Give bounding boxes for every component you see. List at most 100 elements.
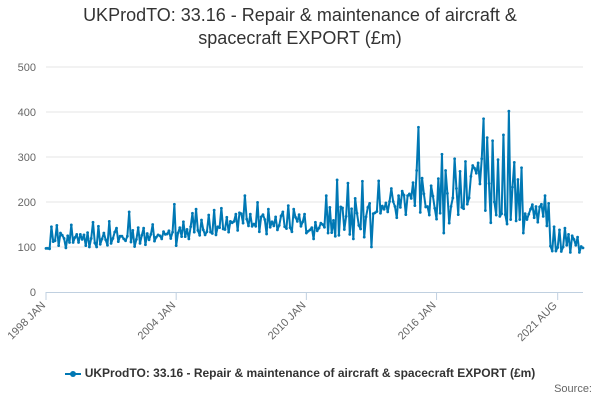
data-point [104, 238, 108, 242]
data-point [182, 220, 185, 224]
data-point [456, 213, 460, 217]
chart-title-line-2: spacecraft EXPORT (£m) [198, 28, 402, 48]
data-point [66, 234, 70, 238]
data-point [559, 250, 563, 253]
data-point [174, 244, 178, 248]
data-point [314, 220, 317, 224]
data-point [567, 233, 570, 236]
data-point [162, 230, 165, 234]
data-point [127, 210, 131, 214]
data-point [348, 233, 352, 236]
data-point [86, 231, 89, 235]
data-point [471, 164, 475, 167]
data-point [100, 237, 104, 241]
data-point [444, 169, 447, 172]
data-point [556, 246, 560, 249]
data-point [234, 212, 238, 216]
y-tick-label: 100 [18, 242, 36, 254]
data-point [436, 177, 440, 181]
data-point [252, 222, 256, 226]
data-point [427, 213, 431, 217]
data-point [361, 179, 364, 183]
data-point [212, 208, 216, 212]
data-point [523, 212, 527, 216]
data-point [478, 182, 482, 186]
data-point [418, 210, 422, 214]
y-tick-label: 300 [18, 152, 36, 164]
data-point [570, 234, 574, 238]
data-point [335, 178, 339, 182]
data-point [402, 193, 406, 197]
data-point [398, 206, 402, 209]
data-point [84, 244, 88, 248]
data-point [218, 226, 221, 230]
data-point [577, 251, 581, 254]
data-point [362, 235, 366, 239]
data-point [355, 211, 359, 215]
data-point [270, 220, 274, 224]
data-point [55, 224, 59, 227]
data-point [106, 243, 109, 247]
data-point [332, 219, 335, 222]
x-tick-label: 2010 JAN [266, 300, 309, 343]
data-point [491, 139, 494, 143]
source-credit: Source: [554, 383, 592, 395]
data-point [400, 189, 404, 193]
data-point [75, 233, 79, 236]
data-point [95, 245, 99, 249]
data-point [565, 243, 569, 247]
data-point [265, 232, 268, 236]
data-point [138, 242, 142, 245]
data-point [82, 233, 86, 237]
data-point [315, 229, 319, 233]
y-tick-label: 500 [18, 62, 36, 74]
data-point [543, 194, 547, 198]
data-point [147, 238, 151, 242]
data-point [281, 210, 285, 214]
y-tick-label: 200 [18, 197, 36, 209]
data-point [308, 228, 312, 232]
data-point [328, 206, 332, 209]
data-point [509, 218, 513, 221]
data-point [288, 226, 292, 230]
data-point [98, 242, 102, 246]
data-point [498, 215, 502, 218]
data-point [68, 241, 71, 244]
data-point [514, 219, 518, 223]
data-point [87, 245, 91, 249]
data-point [180, 235, 184, 239]
data-point [160, 237, 164, 241]
data-point [341, 206, 344, 210]
data-point [558, 228, 561, 232]
data-point [115, 226, 118, 230]
data-point [540, 202, 543, 206]
data-point [189, 225, 193, 229]
data-point [377, 179, 381, 183]
data-point [285, 227, 288, 230]
data-point [62, 237, 66, 240]
data-point [303, 212, 306, 216]
chart-legend[interactable]: UKProdTO: 33.16 - Repair & maintenance o… [0, 366, 600, 380]
data-point [415, 169, 419, 172]
data-point [136, 226, 140, 230]
data-point [292, 207, 296, 211]
data-point [241, 221, 245, 225]
data-point [286, 204, 290, 208]
y-tick-label: 400 [18, 107, 36, 119]
data-point [351, 237, 355, 241]
data-point [48, 247, 52, 251]
data-point [248, 212, 252, 216]
data-point [187, 237, 191, 241]
data-point [131, 228, 135, 232]
data-point [129, 240, 133, 244]
data-point [438, 211, 442, 215]
data-point [420, 176, 424, 180]
data-point [183, 235, 187, 239]
data-point [408, 192, 411, 196]
data-point [154, 235, 158, 239]
data-point [50, 225, 53, 229]
data-point [185, 228, 189, 231]
data-point [276, 228, 279, 232]
data-point [60, 233, 64, 237]
